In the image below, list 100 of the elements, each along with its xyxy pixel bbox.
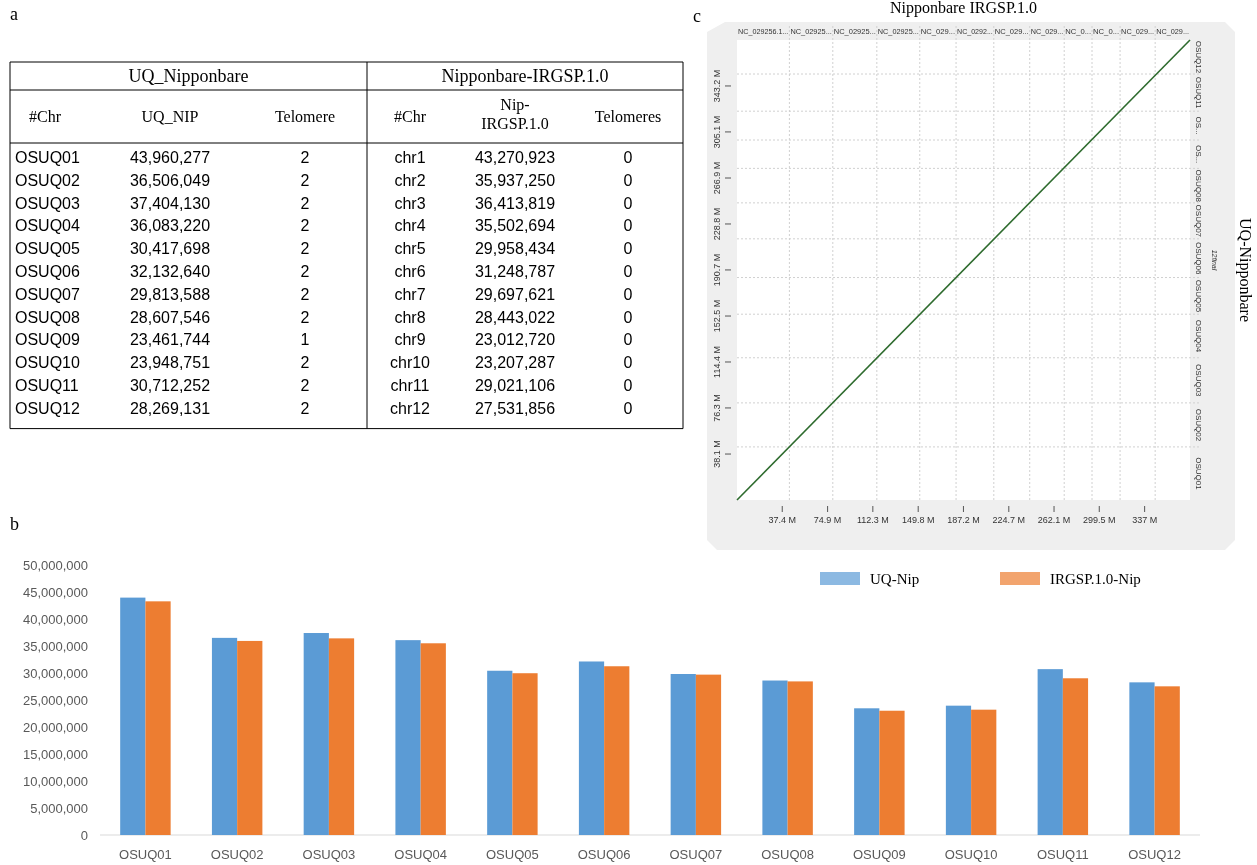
y-tick-label: 152.5 M: [712, 299, 722, 333]
text: 2: [300, 399, 310, 417]
y2-axis-title: UQ-Nipponbare: [1236, 218, 1254, 322]
y-tick-label: 45,000,000: [22, 584, 88, 600]
bar: [1154, 686, 1180, 835]
text: 35,502,694: [474, 217, 556, 235]
bar: [578, 661, 605, 835]
text: 29,958,434: [474, 240, 556, 258]
x-tick-label: 337 M: [1132, 515, 1158, 525]
bar: [120, 597, 146, 835]
text: NC_029...: [1030, 27, 1067, 36]
text: OSUQ12: [1194, 40, 1203, 74]
text: 0: [623, 149, 633, 166]
text: 2: [300, 149, 310, 166]
legend-label: UQ-Nip: [870, 571, 920, 587]
text: 36,083,220: [129, 217, 211, 235]
x-tick-label: 149.8 M: [901, 515, 935, 525]
text: chr5: [394, 240, 426, 258]
text: 1: [300, 331, 310, 349]
y-tick-label: 0: [80, 827, 88, 843]
text: 35,937,250: [474, 171, 556, 189]
y-tick-label: 266.9 M: [712, 161, 722, 195]
text: 2: [300, 285, 310, 303]
legend-label: IRGSP.1.0-Nip: [1050, 571, 1141, 587]
text: 0: [623, 240, 633, 258]
text: OSUQ03: [15, 194, 80, 212]
text: 2: [300, 354, 310, 372]
text: 36,506,049: [129, 171, 211, 189]
text: 2: [300, 377, 310, 394]
text: OSUQ10: [15, 354, 80, 372]
text: 43,960,277: [129, 149, 211, 166]
x-tick-label: OSUQ02: [210, 847, 264, 862]
text: NC_029...: [1156, 27, 1193, 36]
y-tick-label: 15,000,000: [22, 746, 88, 762]
text: OSUQ04: [15, 217, 80, 235]
category-label: Telomeres: [594, 108, 662, 125]
text: OS...: [1194, 145, 1203, 164]
y-tick-label: 190.7 M: [712, 253, 722, 287]
text: 23,207,287: [474, 354, 556, 372]
text: NC_029...: [1121, 27, 1158, 36]
text: 0: [623, 308, 633, 326]
text: 23,461,744: [129, 331, 211, 349]
text: NC_0...: [1065, 27, 1093, 36]
text: chr3: [394, 194, 426, 212]
text: 0: [623, 194, 633, 212]
bar: [420, 643, 446, 835]
bar: [787, 681, 813, 835]
bar: [670, 674, 696, 835]
text: OS...: [1194, 116, 1203, 135]
x-tick-label: OSUQ08: [761, 847, 814, 862]
category-label: #Chr: [29, 108, 62, 125]
bar: [145, 601, 171, 835]
x-tick-label: OSUQ09: [852, 847, 906, 862]
text: UQ_Nipponbare: [128, 66, 249, 86]
text: 2: [300, 308, 310, 326]
x-tick-label: OSUQ10: [944, 847, 998, 862]
y-tick-label: 50,000,000: [22, 557, 88, 573]
x-tick-label: 112.3 M: [856, 515, 889, 525]
bar: [237, 640, 263, 835]
bar: [395, 640, 421, 835]
y-tick-label: 30,000,000: [22, 665, 88, 681]
text: 23,948,751: [129, 354, 211, 372]
y-tick-label: 38.1 M: [712, 440, 722, 468]
text: OSUQ09: [15, 331, 80, 349]
text: NC_029...: [920, 27, 957, 36]
bar: [879, 710, 905, 835]
text: c: [693, 6, 701, 26]
x-tick-label: OSUQ11: [1036, 847, 1089, 862]
text: 32,132,640: [129, 263, 211, 280]
y-tick-label: 305.1 M: [712, 115, 722, 149]
text: 2: [300, 194, 310, 212]
text: 0: [623, 377, 633, 394]
bar: [1062, 678, 1089, 835]
y-tick-label: 40,000,000: [22, 611, 88, 627]
bar: [695, 674, 722, 835]
chart-title: Nipponbare IRGSP.1.0: [889, 0, 1038, 17]
text: 0: [623, 263, 633, 280]
text: chr1: [394, 149, 426, 166]
text: 2: [300, 171, 310, 189]
text: 37,404,130: [129, 194, 211, 212]
y-tick-label: 20,000,000: [22, 719, 88, 735]
text: Nipponbare-IRGSP.1.0: [441, 66, 609, 86]
x-tick-label: 37.4 M: [768, 515, 796, 525]
text: OSUQ08: [1194, 169, 1203, 203]
text: chr10: [389, 354, 431, 372]
text: 28,269,131: [129, 399, 211, 417]
bar: [487, 670, 513, 835]
x-tick-label: 74.9 M: [813, 515, 842, 525]
text: 29,697,621: [474, 285, 556, 303]
text: 29,021,106: [474, 377, 556, 394]
text: OSUQ01: [1194, 457, 1203, 491]
text: 30,417,698: [129, 240, 211, 258]
bar: [328, 638, 355, 835]
text: OSUQ02: [15, 171, 80, 189]
bar: [303, 633, 329, 835]
text: chr4: [394, 217, 426, 235]
bar: [512, 673, 538, 835]
y-tick-label: 5,000,000: [30, 800, 88, 816]
text: chr11: [390, 377, 430, 394]
bar: [971, 709, 997, 835]
